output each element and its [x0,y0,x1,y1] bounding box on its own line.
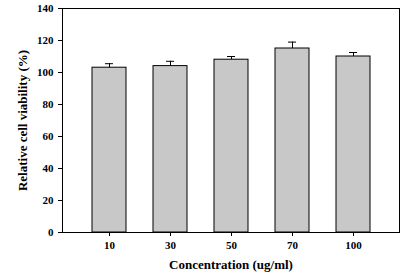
svg-text:0: 0 [48,226,54,238]
svg-text:100: 100 [345,239,362,251]
svg-text:120: 120 [37,34,54,46]
svg-text:60: 60 [43,130,55,142]
svg-text:20: 20 [43,194,55,206]
svg-text:30: 30 [165,239,177,251]
svg-text:Relative cell viability (%): Relative cell viability (%) [15,50,30,191]
svg-text:140: 140 [37,2,54,14]
svg-text:10: 10 [104,239,116,251]
svg-text:40: 40 [43,162,55,174]
svg-text:70: 70 [287,239,299,251]
svg-text:80: 80 [43,98,55,110]
svg-text:50: 50 [226,239,238,251]
svg-text:100: 100 [37,66,54,78]
svg-text:Concentration (ug/ml): Concentration (ug/ml) [169,257,293,272]
